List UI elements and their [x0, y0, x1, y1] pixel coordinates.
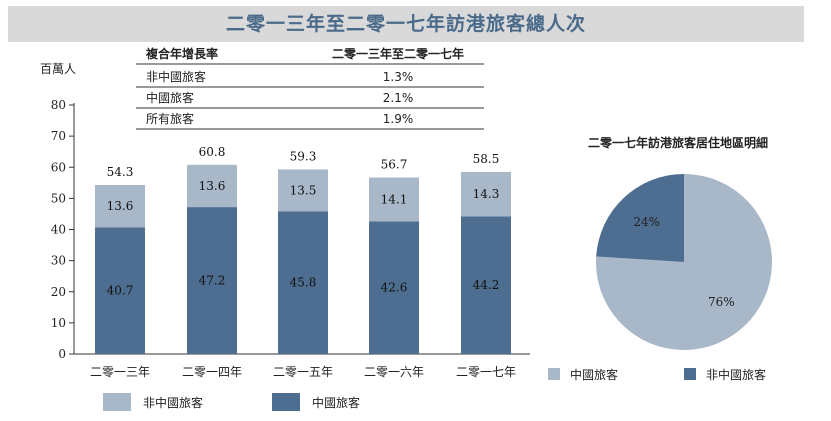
data-label-total: 60.8: [199, 145, 226, 159]
pie-legend-label: 非中國旅客: [706, 367, 766, 382]
pie-chart: 二零一七年訪港旅客居住地區明細 76% 24% 中國旅客 非中國旅客: [548, 135, 773, 382]
pie-slice-label: 76%: [708, 295, 735, 309]
x-tick-label: 二零一三年: [90, 365, 150, 379]
pie-slice: [596, 174, 684, 262]
data-label-china: 40.7: [107, 284, 134, 298]
bar-non-china: [278, 169, 328, 212]
table-row-value: 1.9%: [383, 112, 414, 126]
data-label-non-china: 13.6: [107, 199, 134, 213]
table-header-metric: 複合年增長率: [145, 46, 218, 61]
pie-slice-label: 24%: [633, 215, 660, 229]
bar-non-china: [369, 177, 419, 222]
data-label-non-china: 13.6: [199, 179, 226, 193]
bar-china: [461, 216, 511, 354]
title-bar: 二零一三年至二零一七年訪港旅客總人次: [8, 6, 804, 42]
data-label-china: 47.2: [199, 274, 226, 288]
data-label-china: 42.6: [381, 281, 408, 295]
legend-label: 中國旅客: [312, 395, 360, 410]
legend-swatch: [272, 393, 300, 411]
bar-non-china: [461, 171, 511, 217]
y-tick-label: 60: [51, 160, 66, 174]
bar-non-china: [187, 164, 237, 208]
y-tick-label: 0: [58, 347, 66, 361]
legend-label: 非中國旅客: [143, 395, 203, 410]
page-title: 二零一三年至二零一七年訪港旅客總人次: [225, 13, 586, 35]
table-row-label: 中國旅客: [146, 90, 194, 105]
legend-swatch: [103, 393, 131, 411]
table-row-label: 非中國旅客: [146, 69, 206, 84]
data-label-total: 54.3: [107, 165, 134, 179]
pie-title: 二零一七年訪港旅客居住地區明細: [588, 135, 768, 150]
data-label-china: 44.2: [473, 278, 500, 292]
table-row-value: 1.3%: [383, 70, 414, 84]
data-label-total: 59.3: [290, 149, 317, 163]
y-tick-label: 10: [51, 316, 66, 330]
data-label-non-china: 13.5: [290, 183, 317, 197]
y-tick-label: 70: [51, 129, 66, 143]
x-tick-label: 二零一五年: [273, 365, 333, 379]
table-row-label: 所有旅客: [146, 111, 194, 126]
table-row-value: 2.1%: [383, 91, 414, 105]
data-label-non-china: 14.1: [381, 192, 408, 206]
pie-legend-swatch: [684, 368, 696, 380]
x-tick-label: 二零一四年: [182, 365, 242, 379]
data-label-china: 45.8: [290, 276, 317, 290]
x-tick-label: 二零一六年: [364, 365, 424, 379]
bar-china: [95, 227, 145, 354]
y-axis-title: 百萬人: [40, 62, 76, 76]
bar-china: [369, 221, 419, 354]
y-tick-label: 40: [51, 223, 66, 237]
data-label-total: 58.5: [473, 152, 500, 166]
bar-non-china: [95, 184, 145, 228]
bar-china: [278, 211, 328, 354]
x-tick-label: 二零一七年: [456, 365, 516, 379]
y-tick-label: 80: [51, 98, 66, 112]
stacked-bar-chart: 百萬人 0 10 20 30 40 50 60 70 80 40.7 13.6 54.3 二零一三年 47.…: [40, 62, 530, 411]
bar-china: [187, 207, 237, 354]
y-tick-label: 30: [51, 254, 66, 268]
y-tick-label: 20: [51, 285, 66, 299]
data-label-total: 56.7: [381, 158, 408, 172]
data-label-non-china: 14.3: [473, 187, 500, 201]
pie-legend-label: 中國旅客: [570, 367, 618, 382]
y-tick-label: 50: [51, 191, 66, 205]
table-header-period: 二零一三年至二零一七年: [332, 46, 464, 61]
pie-legend-swatch: [548, 368, 560, 380]
